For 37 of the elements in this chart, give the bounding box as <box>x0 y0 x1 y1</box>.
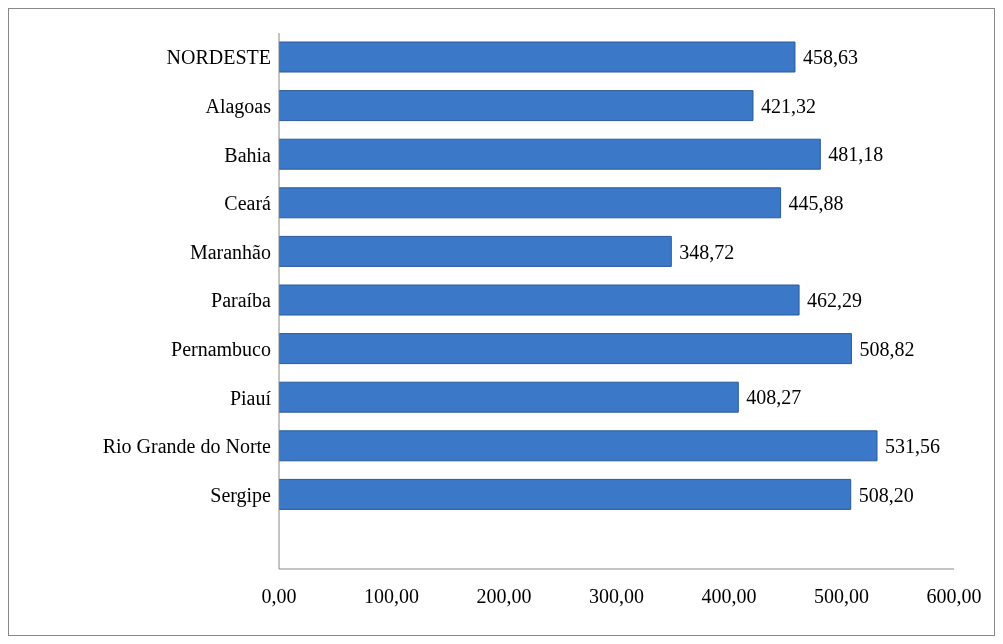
y-tick-label: NORDESTE <box>166 46 271 69</box>
data-label: 421,32 <box>760 94 816 117</box>
y-tick-label: Rio Grande do Norte <box>102 435 272 458</box>
bar <box>279 138 821 170</box>
data-label: 462,29 <box>807 289 863 312</box>
x-tick-label: 500,00 <box>814 585 869 608</box>
data-label: 445,88 <box>788 191 844 214</box>
y-tick-label: Maranhão <box>189 240 271 263</box>
bar <box>279 333 852 365</box>
y-tick-label: Sergipe <box>210 483 272 507</box>
y-tick-label: Piauí <box>229 386 272 409</box>
data-label: 508,82 <box>859 337 915 360</box>
bar <box>279 478 852 510</box>
data-label: 408,27 <box>746 386 802 409</box>
data-label: 508,20 <box>858 483 914 506</box>
y-tick-label: Pernambuco <box>171 338 271 360</box>
bar <box>279 430 878 462</box>
y-tick-label: Bahia <box>224 143 272 166</box>
x-tick-label: 200,00 <box>476 585 532 608</box>
data-label: 458,63 <box>802 46 858 69</box>
data-label: 481,18 <box>828 143 884 166</box>
x-tick-label: 100,00 <box>364 585 419 608</box>
x-tick-label: 0,00 <box>261 585 297 608</box>
y-tick-label: Ceará <box>224 192 272 215</box>
x-tick-label: 400,00 <box>701 585 757 608</box>
bar <box>279 381 739 413</box>
data-label: 531,56 <box>885 434 941 457</box>
bar <box>279 187 782 219</box>
bar <box>279 90 754 122</box>
bar <box>279 284 800 316</box>
x-tick-label: 600,00 <box>926 585 982 608</box>
y-tick-label: Alagoas <box>205 95 272 118</box>
bar <box>279 41 796 73</box>
data-label: 348,72 <box>679 240 735 263</box>
x-tick-label: 300,00 <box>589 585 644 608</box>
bar <box>279 235 672 267</box>
y-tick-label: Paraíba <box>211 289 272 312</box>
